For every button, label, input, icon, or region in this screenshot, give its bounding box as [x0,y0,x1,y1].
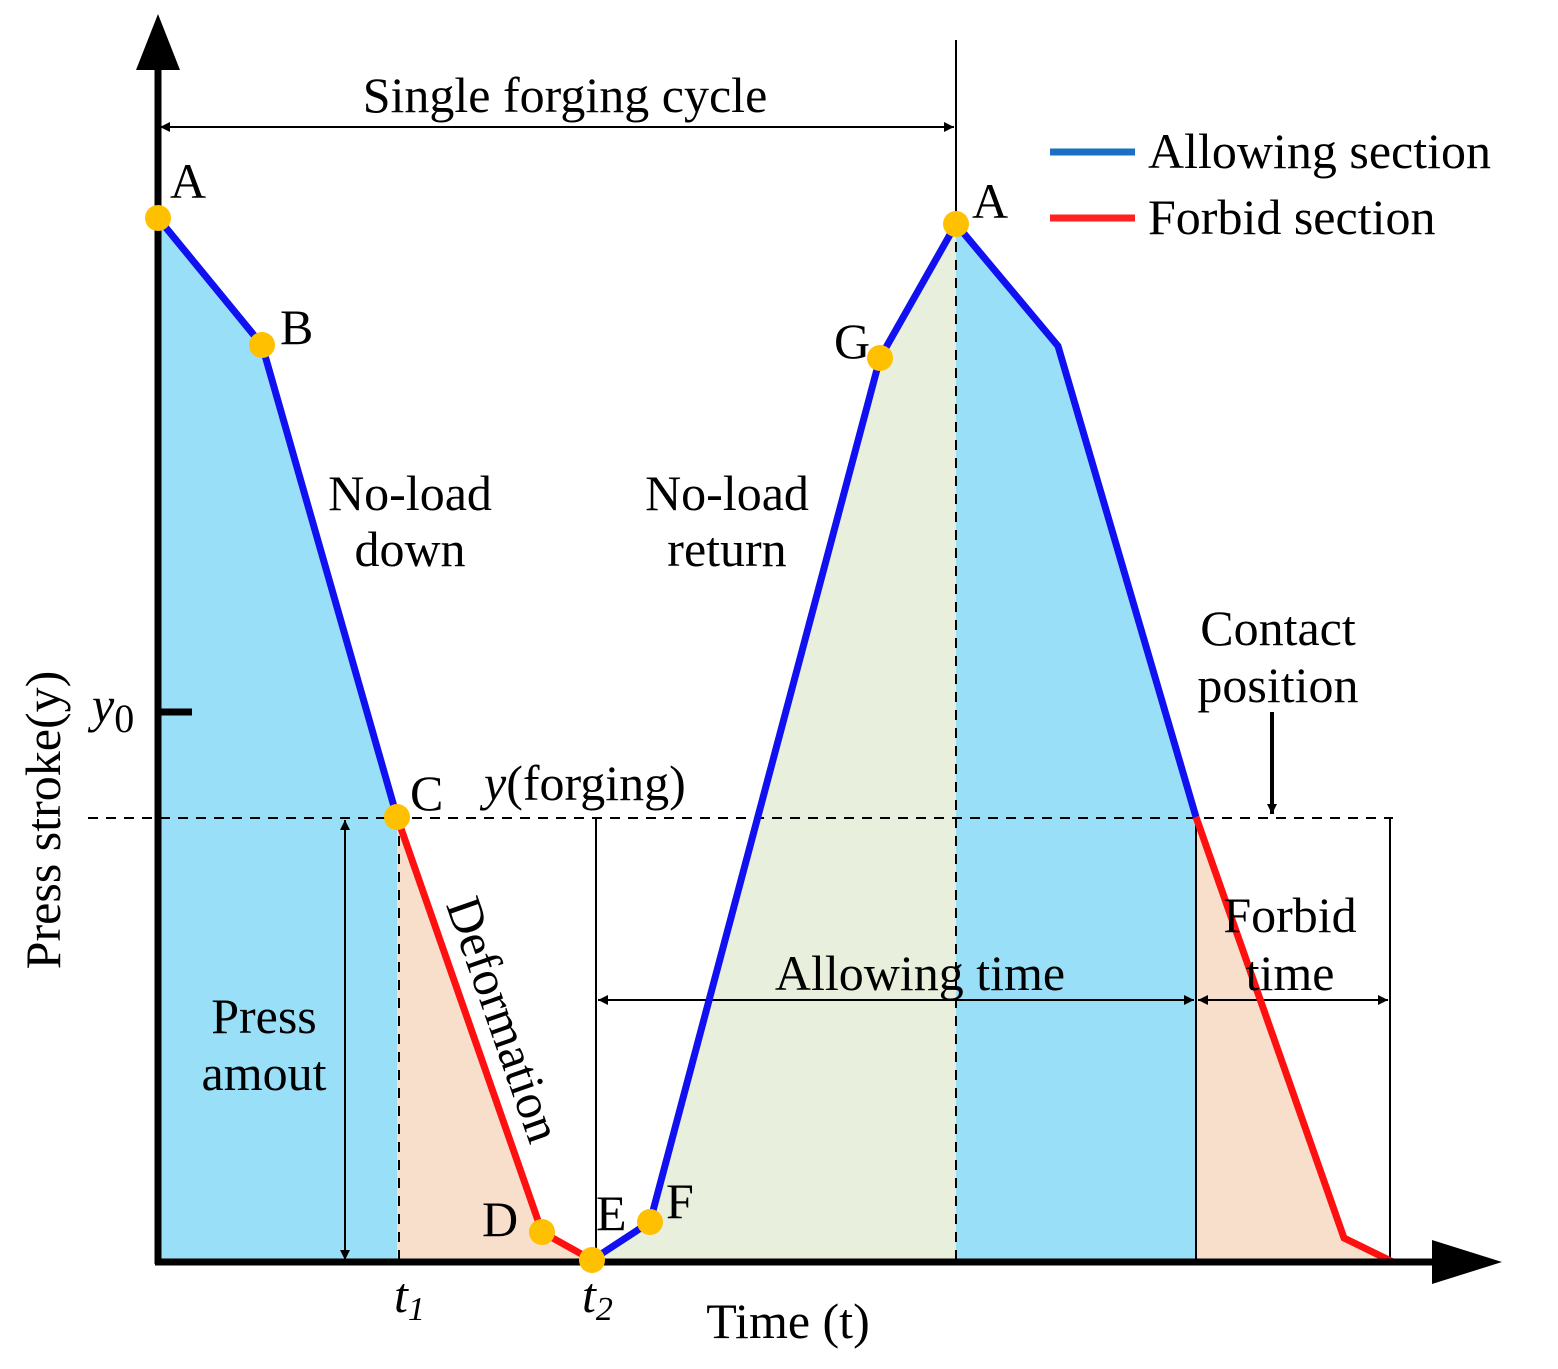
text-part: Forbid [1223,887,1356,943]
point-label: F [666,1173,694,1229]
annotation: Allowing time [775,945,1065,1001]
text-part: t [394,1267,409,1323]
text-part: Contact [1200,600,1356,656]
y0-label: y0 [87,677,134,741]
forbid-area [397,817,592,1262]
allowing-area [956,224,1196,1262]
y-axis-arrow [136,14,180,70]
point-label: A [170,153,206,209]
forbid-curve [1192,815,1395,1266]
text-part: amout [202,1045,327,1101]
t2-label: t2 [582,1267,613,1328]
text-part: position [1197,657,1358,713]
point-label: A [972,173,1008,229]
forbid-area [1196,817,1393,1262]
cycle-label: Single forging cycle [363,67,768,123]
text-part: return [667,521,786,577]
text-part: time [1246,945,1335,1001]
annotation: No-load down [328,465,492,577]
point [637,1209,663,1235]
x-axis-arrow [1432,1240,1502,1284]
annotation: Press amout [202,988,327,1101]
text-part: 0 [114,696,134,741]
point [249,332,275,358]
point-label: C [410,765,443,821]
point [579,1247,605,1273]
text-part: down [354,521,465,577]
point-label: E [596,1185,627,1241]
text-part: t [582,1267,597,1323]
text-part: y [479,755,507,811]
annotation: No-load return [645,465,809,577]
allowing-area [158,218,397,1262]
point [384,804,410,830]
y-axis-label: Press stroke(y) [15,671,71,970]
text-part: y [87,677,115,733]
point [529,1219,555,1245]
point [867,345,893,371]
point [145,205,171,231]
legend-label: Allowing section [1148,123,1491,179]
text-part: 2 [596,1291,613,1328]
text-part: 1 [408,1291,425,1328]
t1-label: t1 [394,1267,425,1328]
text-part: (forging) [506,755,686,811]
point [943,211,969,237]
legend-label: Forbid section [1148,189,1435,245]
text-part: No-load [645,465,809,521]
x-axis-label: Time (t) [706,1293,869,1349]
text-part: Press [211,988,317,1044]
point-label: D [482,1191,518,1247]
point-label: G [834,313,870,369]
annotation: Contact position [1197,600,1358,713]
text-part: No-load [328,465,492,521]
point-label: B [280,299,313,355]
annotation: y(forging) [479,755,686,811]
annotation: Forbid time [1223,887,1356,1001]
